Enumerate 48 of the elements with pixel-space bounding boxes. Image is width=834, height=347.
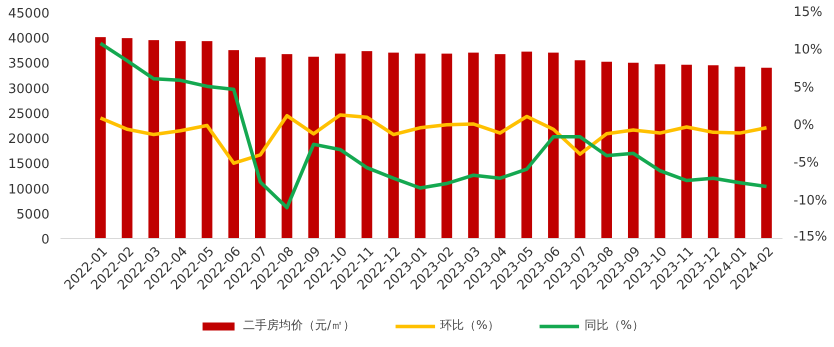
bar <box>628 62 639 238</box>
y2-tick-label: 10% <box>794 42 822 58</box>
bar <box>708 65 719 238</box>
bar <box>122 38 132 238</box>
bar <box>761 68 772 238</box>
bar <box>521 52 532 238</box>
bar <box>175 41 186 238</box>
bar <box>441 54 452 238</box>
y-tick-label: 30000 <box>8 82 50 97</box>
y-tick-label: 15000 <box>8 157 50 172</box>
bar <box>228 50 239 238</box>
y2-tick-label: 15% <box>794 5 822 20</box>
bar <box>362 51 372 238</box>
y-tick-label: 25000 <box>8 106 50 122</box>
y-tick-label: 40000 <box>8 32 50 47</box>
bar <box>334 54 346 238</box>
legend-label: 环比（%） <box>440 317 500 334</box>
y-tick-label: 10000 <box>8 182 50 198</box>
bar <box>734 66 746 238</box>
y-tick-label: 0 <box>41 232 50 248</box>
bar <box>574 60 586 238</box>
bar <box>601 62 612 238</box>
bar <box>282 54 292 238</box>
line-series <box>98 113 768 165</box>
bar <box>254 57 266 238</box>
bar <box>414 54 426 238</box>
bar <box>202 41 212 238</box>
y2-tick-label: -5% <box>794 156 819 171</box>
y-tick-label: 20000 <box>8 132 50 148</box>
bar <box>148 40 160 238</box>
line-series <box>98 42 768 210</box>
legend-label: 二手房均价（元/㎡） <box>243 317 356 334</box>
y-tick-label: 5000 <box>16 207 50 222</box>
y2-tick-label: 0% <box>794 118 814 133</box>
bar <box>681 64 692 238</box>
legend-label: 同比（%） <box>584 317 644 334</box>
y2-tick-label: 5% <box>794 80 814 96</box>
bar <box>95 37 106 238</box>
y-tick-label: 45000 <box>8 6 50 22</box>
y2-tick-label: -15% <box>794 230 828 244</box>
bar <box>388 52 399 238</box>
y2-tick-label: -10% <box>794 193 828 208</box>
bar <box>468 52 479 238</box>
bar <box>548 52 559 238</box>
bar <box>654 64 666 238</box>
bar <box>308 56 319 238</box>
y-tick-label: 35000 <box>8 56 50 72</box>
bar <box>494 54 506 238</box>
